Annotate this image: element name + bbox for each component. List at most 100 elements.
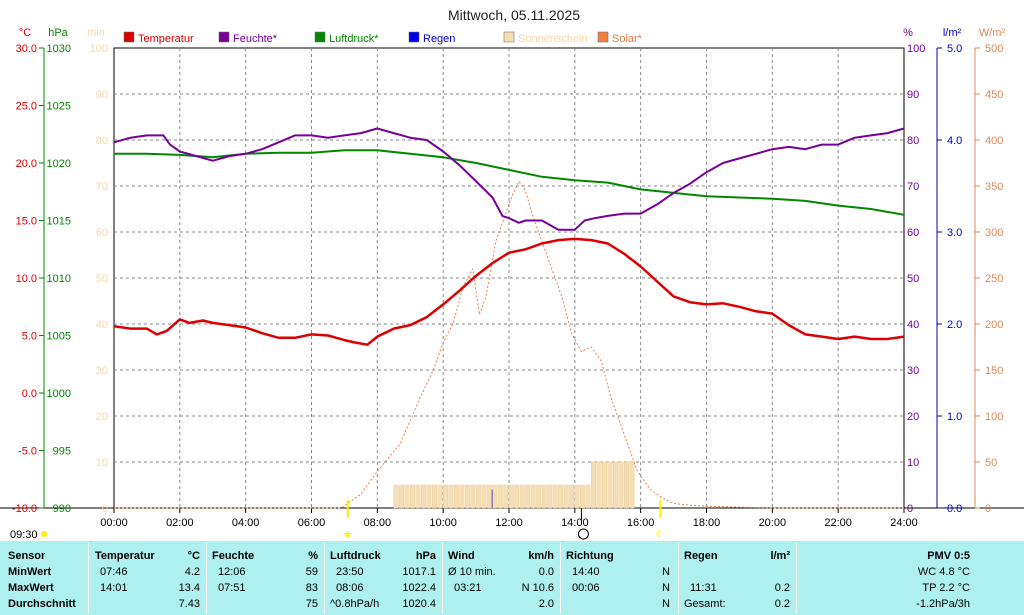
sunshine-tick-label: 100 [90, 43, 108, 55]
richtung-r1-dir: N [662, 566, 670, 578]
sunshine-tick-label: 40 [96, 319, 108, 331]
x-tick-label: 02:00 [166, 517, 194, 529]
sunshine-bar [574, 484, 580, 509]
humidity-tick-label: 50 [907, 273, 919, 285]
x-tick-label: 04:00 [232, 517, 260, 529]
pressure-tick-label: 1000 [47, 388, 71, 400]
sunshine-bar [596, 461, 602, 509]
sunshine-bar [421, 484, 426, 509]
sunshine-bar [629, 461, 635, 509]
sunshine-tick-label: 90 [96, 89, 108, 101]
humidity-tick-label: 70 [907, 181, 919, 193]
row-label-avg: Durchschnitt [8, 598, 76, 610]
richtung-r2-dir: N [662, 582, 670, 594]
pressure-tick-label: 1025 [47, 101, 71, 113]
humidity-axis-unit: % [903, 27, 913, 39]
pressure-tick-label: 1005 [47, 331, 71, 343]
legend: Temperatur Feuchte* Luftdruck* Regen Sonnens… [123, 31, 643, 45]
sunshine-bar [453, 484, 459, 509]
pressure-tick-label: 1030 [47, 43, 71, 55]
temp-tick-label: 30.0 [16, 43, 37, 55]
legend-swatch [408, 31, 420, 43]
sensor-title: Sensor [8, 550, 46, 562]
regen-title: Regen [684, 550, 718, 562]
rain-tick-label: 0.0 [947, 503, 962, 515]
humidity-tick-label: 80 [907, 135, 919, 147]
solar-tick-label: 500 [985, 43, 1003, 55]
x-tick-label: 12:00 [495, 517, 523, 529]
regen-total-label: Gesamt: [684, 598, 726, 610]
sunshine-bar [437, 484, 443, 509]
humidity-tick-label: 100 [907, 43, 925, 55]
humidity-tick-label: 0 [907, 503, 913, 515]
feuchte-min-value: 59 [305, 566, 318, 578]
solar-tick-label: 100 [985, 411, 1003, 423]
wind-mean-value: 2.0 [538, 598, 554, 610]
x-tick-label: 00:00 [100, 517, 128, 529]
sunshine-bar [399, 484, 404, 509]
luftdruck-min-time: 23:50 [336, 566, 364, 578]
wind-title: Wind [448, 550, 475, 562]
sunshine-bar [618, 461, 624, 509]
left-axis-ticks: 30.025.020.015.010.05.00.0-5.0-10.010301… [12, 43, 108, 515]
sunshine-bar [464, 484, 470, 509]
stats-panel: Sensor MinWert MaxWert Durchschnitt Temp… [0, 541, 1024, 615]
time-markers: ★ ☾ [343, 500, 665, 541]
solar-tick-label: 250 [985, 273, 1003, 285]
feuchte-title: Feuchte [212, 550, 255, 562]
sunshine-bar [541, 484, 547, 509]
pressure-tick-label: 990 [53, 503, 71, 515]
chart-title: Mittwoch, 05.11.2025 [448, 7, 580, 23]
regen-total-value: 0.2 [774, 598, 790, 610]
sunshine-tick-label: 70 [96, 181, 108, 193]
rain-axis-unit: l/m² [943, 27, 962, 39]
x-tick-label: 20:00 [759, 517, 787, 529]
sunshine-bar [569, 484, 575, 509]
sunshine-bar [607, 461, 613, 509]
line-marks [113, 127, 905, 509]
sunshine-bar [448, 484, 454, 509]
legend-label: Sonnenschein [518, 33, 588, 45]
sunshine-bar [624, 461, 629, 509]
legend-label: Regen [423, 33, 455, 45]
luftdruck-avg-value: 1020.4 [402, 598, 436, 610]
sunshine-bar [459, 484, 465, 509]
sunshine-bar [442, 484, 448, 509]
legend-label: Temperatur [138, 33, 194, 45]
sunshine-axis-unit: min [87, 27, 105, 39]
sunshine-bar [514, 484, 520, 509]
temperature-line [113, 237, 905, 346]
legend-swatch [503, 31, 515, 43]
x-tick-label: 16:00 [627, 517, 655, 529]
row-label-min: MinWert [8, 566, 52, 578]
luftdruck-trend: ^0.8hPa/h [330, 598, 380, 610]
feuchte-min-time: 12:06 [218, 566, 246, 578]
richtung-r2-time: 00:06 [572, 582, 600, 594]
pressure-tick-label: 1020 [47, 158, 71, 170]
legend-label: Feuchte* [233, 33, 278, 45]
wind-avg-value: 0.0 [538, 566, 554, 578]
luftdruck-max-value: 1022.4 [402, 582, 436, 594]
sunshine-bar [602, 461, 607, 509]
legend-swatch [123, 31, 135, 43]
humidity-tick-label: 90 [907, 89, 919, 101]
sunrise-icon: ★ [343, 529, 353, 541]
legend-swatch [314, 31, 326, 43]
rain-tick-label: 4.0 [947, 135, 962, 147]
wind-max-time: 03:21 [454, 582, 482, 594]
sunshine-bar [563, 484, 569, 509]
rain-tick-label: 1.0 [947, 411, 962, 423]
legend-label: Solar* [612, 33, 643, 45]
axis-units: °C hPa min% l/m² W/m² [19, 27, 1006, 39]
x-tick-label: 08:00 [364, 517, 392, 529]
legend-swatch [218, 31, 230, 43]
sunshine-bar [552, 484, 558, 509]
sunshine-bar [393, 484, 399, 509]
humidity-line [113, 127, 905, 231]
solar-tick-label: 350 [985, 181, 1003, 193]
temp-axis-unit: °C [19, 27, 31, 39]
rain-tick-label: 2.0 [947, 319, 962, 331]
sunset-icon: ☾ [655, 529, 665, 541]
pmv-windchill: WC 4.8 °C [917, 566, 970, 578]
regen-value: 0.2 [774, 582, 790, 594]
